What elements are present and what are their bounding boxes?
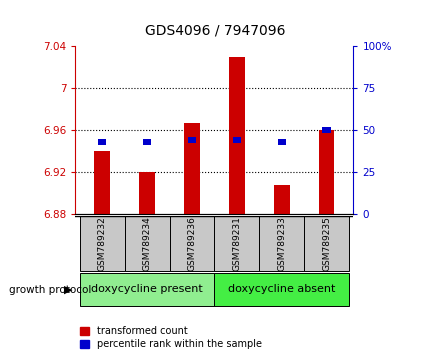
Bar (322, 127, 330, 133)
Bar (187, 137, 196, 143)
Text: GDS4096 / 7947096: GDS4096 / 7947096 (145, 23, 285, 37)
Text: GSM789232: GSM789232 (98, 216, 107, 271)
Text: growth protocol: growth protocol (9, 285, 91, 295)
Bar (277, 139, 285, 145)
Bar (94, 151, 110, 214)
Text: doxycycline present: doxycycline present (91, 284, 203, 295)
Bar (80, 216, 124, 271)
Bar (259, 216, 304, 271)
Bar (139, 172, 155, 214)
Text: GSM789231: GSM789231 (232, 216, 241, 271)
Text: GSM789233: GSM789233 (276, 216, 286, 271)
Text: GSM789235: GSM789235 (321, 216, 330, 271)
Legend: transformed count, percentile rank within the sample: transformed count, percentile rank withi… (80, 326, 261, 349)
Text: GSM789234: GSM789234 (142, 216, 151, 271)
Bar (304, 216, 348, 271)
Bar (124, 216, 169, 271)
Text: GSM789236: GSM789236 (187, 216, 196, 271)
Bar (98, 139, 106, 145)
Text: doxycycline absent: doxycycline absent (227, 284, 335, 295)
Bar (169, 216, 214, 271)
Bar (232, 137, 240, 143)
Bar (143, 139, 151, 145)
Bar (318, 130, 334, 214)
Bar (273, 185, 289, 214)
Bar (184, 123, 200, 214)
Bar (228, 57, 244, 214)
Text: ▶: ▶ (64, 285, 72, 295)
Bar (214, 273, 348, 306)
Bar (214, 216, 259, 271)
Bar (80, 273, 214, 306)
